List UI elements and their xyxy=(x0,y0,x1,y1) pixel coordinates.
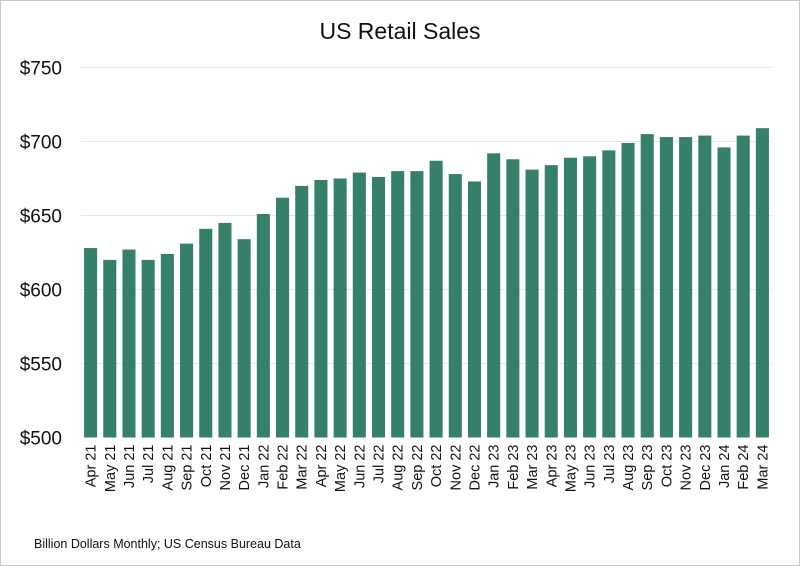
bar xyxy=(352,172,366,438)
bar xyxy=(391,171,405,438)
x-tick-label: Jan 24 xyxy=(717,445,733,489)
bar xyxy=(525,169,539,438)
bar xyxy=(410,171,424,438)
bar xyxy=(180,243,194,438)
y-tick-label: $600 xyxy=(20,281,62,302)
x-tick-label: Jul 21 xyxy=(141,445,157,484)
x-tick-label: Aug 23 xyxy=(621,445,637,491)
bar xyxy=(544,165,558,438)
bar xyxy=(448,174,462,438)
x-tick-label: Feb 23 xyxy=(506,445,522,490)
y-tick-label: $750 xyxy=(20,59,62,80)
bar xyxy=(621,142,635,438)
x-tick-label: Aug 21 xyxy=(160,445,176,491)
x-tick-label: Jul 23 xyxy=(602,445,618,484)
bar xyxy=(506,159,520,438)
bar xyxy=(640,134,654,438)
bar xyxy=(563,157,577,438)
bar xyxy=(276,197,290,438)
x-tick-label: Apr 23 xyxy=(544,445,560,488)
bar xyxy=(717,147,731,438)
bar xyxy=(256,214,270,438)
bar xyxy=(736,135,750,438)
x-tick-label: Mar 22 xyxy=(295,445,311,490)
bar xyxy=(755,128,769,438)
x-tick-label: Jun 22 xyxy=(352,445,368,489)
x-tick-label: Aug 22 xyxy=(391,445,407,491)
x-tick-label: Oct 23 xyxy=(659,445,675,488)
bar xyxy=(333,178,347,438)
x-tick-label: Mar 24 xyxy=(755,445,771,490)
x-tick-label: May 23 xyxy=(563,445,579,493)
x-tick-label: Feb 24 xyxy=(736,445,752,490)
bar xyxy=(314,179,328,438)
bar xyxy=(602,150,616,438)
x-tick-label: Jun 21 xyxy=(122,445,138,489)
x-tick-label: Sep 23 xyxy=(640,445,656,491)
x-tick-label: Sep 22 xyxy=(410,445,426,491)
bar xyxy=(487,153,501,438)
bar xyxy=(429,160,443,438)
y-tick-label: $550 xyxy=(20,355,62,376)
x-tick-label: Jan 23 xyxy=(487,445,503,489)
y-tick-label: $650 xyxy=(20,207,62,228)
x-tick-label: Jun 23 xyxy=(583,445,599,489)
x-tick-label: Dec 21 xyxy=(237,445,253,491)
x-tick-label: May 21 xyxy=(103,445,119,493)
x-tick-label: Jan 22 xyxy=(256,445,272,489)
x-tick-label: Feb 22 xyxy=(276,445,292,490)
chart-title: US Retail Sales xyxy=(319,18,481,44)
y-tick-label: $700 xyxy=(20,133,62,154)
x-tick-label: Dec 22 xyxy=(467,445,483,491)
x-tick-label: Nov 23 xyxy=(679,445,695,491)
bar xyxy=(583,156,597,438)
bar xyxy=(160,253,174,438)
bar xyxy=(698,135,712,438)
bar xyxy=(218,222,232,438)
source-note: Billion Dollars Monthly; US Census Burea… xyxy=(34,537,301,551)
y-tick-label: $500 xyxy=(20,429,62,450)
bar xyxy=(141,259,155,438)
bar xyxy=(199,228,213,438)
bar xyxy=(122,249,136,438)
x-tick-label: Apr 21 xyxy=(84,445,100,488)
x-tick-label: Jul 22 xyxy=(372,445,388,484)
x-tick-label: May 22 xyxy=(333,445,349,493)
bar xyxy=(371,177,386,438)
x-tick-label: Oct 21 xyxy=(199,445,215,488)
bar xyxy=(467,181,482,438)
x-tick-label: Nov 22 xyxy=(448,445,464,491)
bar xyxy=(295,185,309,438)
x-tick-label: Mar 23 xyxy=(525,445,541,490)
bar xyxy=(659,137,673,438)
x-tick-label: Apr 22 xyxy=(314,445,330,488)
bar xyxy=(84,248,98,438)
bar xyxy=(237,239,251,438)
x-tick-label: Nov 21 xyxy=(218,445,234,491)
bar xyxy=(679,137,693,438)
x-tick-label: Oct 22 xyxy=(429,445,445,488)
x-tick-label: Sep 21 xyxy=(180,445,196,491)
x-tick-label: Dec 23 xyxy=(698,445,714,491)
bar xyxy=(103,259,117,438)
